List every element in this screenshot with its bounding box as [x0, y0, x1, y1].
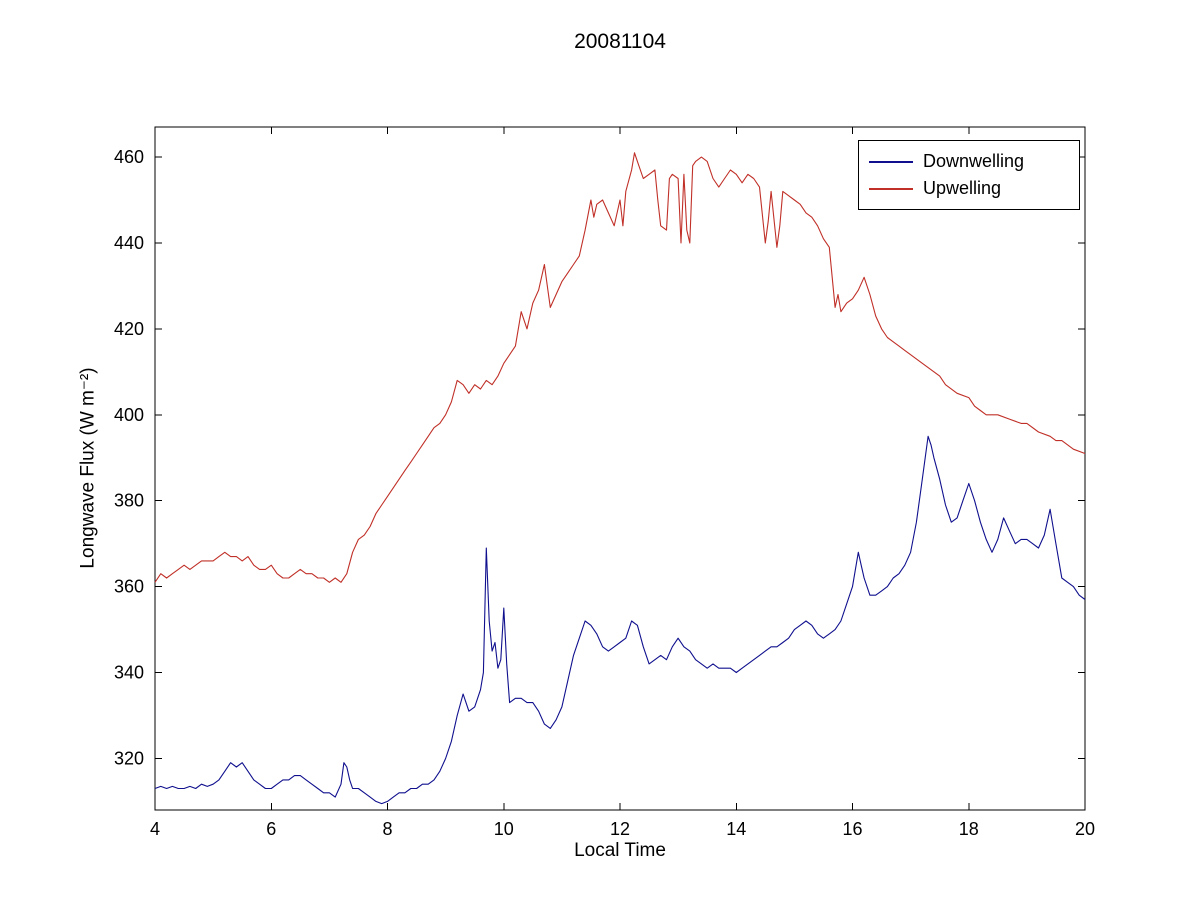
upwelling-line [154, 152, 1086, 583]
x-tick-label: 10 [494, 819, 514, 839]
y-tick-label: 400 [114, 405, 144, 425]
y-tick-label: 420 [114, 319, 144, 339]
x-tick-label: 18 [959, 819, 979, 839]
y-tick-label: 340 [114, 663, 144, 683]
y-tick-label: 380 [114, 491, 144, 511]
legend-entry-upwelling: Upwelling [869, 175, 1069, 202]
y-tick-label: 440 [114, 233, 144, 253]
y-axis-label: Longwave Flux (W m⁻²) [77, 367, 99, 569]
y-tick-label: 320 [114, 748, 144, 768]
x-tick-label: 6 [266, 819, 276, 839]
x-tick-label: 14 [726, 819, 746, 839]
legend-label-downwelling: Downwelling [923, 151, 1025, 171]
y-tick-label: 360 [114, 577, 144, 597]
x-tick-label: 12 [610, 819, 630, 839]
x-axis-label: Local Time [574, 840, 666, 861]
y-tick-label: 460 [114, 147, 144, 167]
downwelling-line-swatch [869, 160, 913, 163]
downwelling-line [154, 435, 1086, 805]
plot-box [154, 126, 1086, 811]
x-tick-label: 20 [1075, 819, 1095, 839]
upwelling-line-swatch [869, 187, 913, 190]
x-tick-label: 8 [382, 819, 392, 839]
chart-title: 20081104 [574, 30, 666, 53]
x-tick-label: 16 [842, 819, 862, 839]
x-tick-label: 4 [150, 819, 160, 839]
legend-entry-downwelling: Downwelling [869, 148, 1069, 175]
legend-label-upwelling: Upwelling [923, 178, 1002, 198]
legend: Downwelling Upwelling [858, 140, 1080, 210]
